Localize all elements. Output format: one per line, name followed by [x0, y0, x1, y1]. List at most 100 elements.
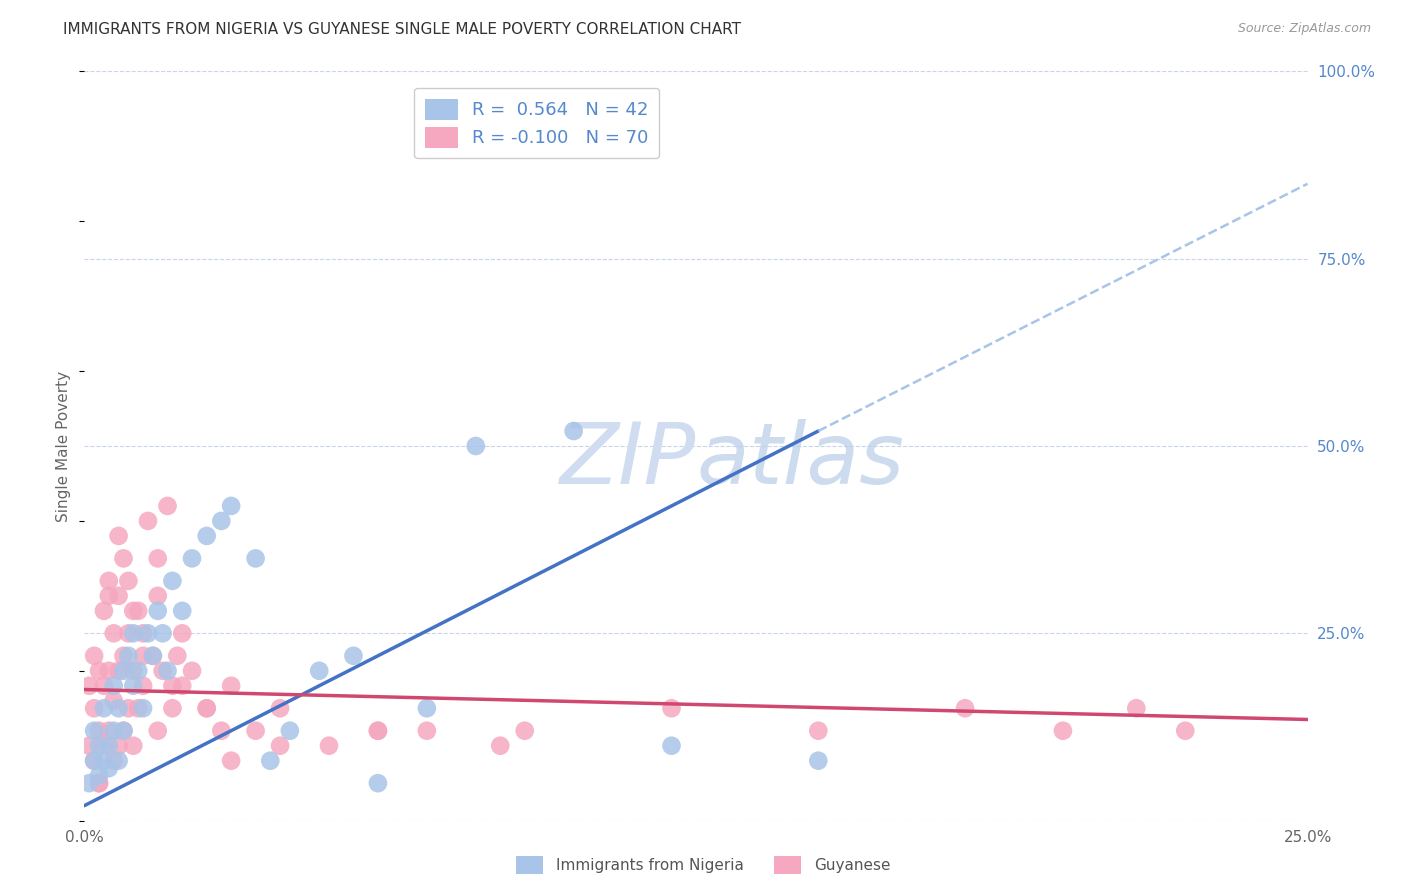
Text: IMMIGRANTS FROM NIGERIA VS GUYANESE SINGLE MALE POVERTY CORRELATION CHART: IMMIGRANTS FROM NIGERIA VS GUYANESE SING… — [63, 22, 741, 37]
Point — [1174, 723, 1197, 738]
Point — [1125, 701, 1147, 715]
Point — [807, 723, 830, 738]
Point — [97, 589, 120, 603]
Point — [107, 529, 129, 543]
Point — [117, 701, 139, 715]
Point — [136, 514, 159, 528]
Point — [195, 529, 218, 543]
Point — [97, 739, 120, 753]
Legend: R =  0.564   N = 42, R = -0.100   N = 70: R = 0.564 N = 42, R = -0.100 N = 70 — [415, 88, 659, 159]
Point — [162, 701, 184, 715]
Point — [103, 723, 125, 738]
Point — [342, 648, 364, 663]
Point — [93, 679, 115, 693]
Y-axis label: Single Male Poverty: Single Male Poverty — [56, 370, 72, 522]
Point — [93, 604, 115, 618]
Point — [87, 776, 110, 790]
Point — [367, 723, 389, 738]
Point — [219, 679, 242, 693]
Point — [146, 589, 169, 603]
Point — [152, 664, 174, 678]
Point — [195, 701, 218, 715]
Point — [807, 754, 830, 768]
Point — [83, 648, 105, 663]
Point — [103, 679, 125, 693]
Point — [127, 604, 149, 618]
Point — [122, 679, 145, 693]
Point — [117, 626, 139, 640]
Point — [97, 761, 120, 775]
Text: atlas: atlas — [696, 419, 904, 502]
Point — [132, 648, 155, 663]
Point — [464, 439, 486, 453]
Point — [77, 739, 100, 753]
Point — [513, 723, 536, 738]
Point — [107, 754, 129, 768]
Point — [172, 679, 194, 693]
Point — [107, 739, 129, 753]
Point — [172, 604, 194, 618]
Point — [127, 664, 149, 678]
Point — [87, 769, 110, 783]
Point — [112, 648, 135, 663]
Point — [127, 701, 149, 715]
Point — [87, 664, 110, 678]
Point — [122, 739, 145, 753]
Point — [269, 739, 291, 753]
Point — [97, 574, 120, 588]
Point — [132, 679, 155, 693]
Point — [107, 701, 129, 715]
Point — [181, 664, 204, 678]
Point — [83, 701, 105, 715]
Point — [219, 499, 242, 513]
Point — [77, 776, 100, 790]
Point — [87, 723, 110, 738]
Point — [245, 723, 267, 738]
Text: ZIP: ZIP — [560, 419, 696, 502]
Point — [103, 754, 125, 768]
Text: Source: ZipAtlas.com: Source: ZipAtlas.com — [1237, 22, 1371, 36]
Point — [209, 514, 232, 528]
Point — [87, 776, 110, 790]
Point — [152, 626, 174, 640]
Legend: Immigrants from Nigeria, Guyanese: Immigrants from Nigeria, Guyanese — [510, 850, 896, 880]
Point — [107, 664, 129, 678]
Point — [83, 754, 105, 768]
Point — [245, 551, 267, 566]
Point — [142, 648, 165, 663]
Point — [953, 701, 976, 715]
Point — [142, 648, 165, 663]
Point — [219, 754, 242, 768]
Point — [318, 739, 340, 753]
Point — [181, 551, 204, 566]
Point — [97, 664, 120, 678]
Point — [209, 723, 232, 738]
Point — [112, 664, 135, 678]
Point — [146, 723, 169, 738]
Point — [93, 739, 115, 753]
Point — [87, 739, 110, 753]
Point — [308, 664, 330, 678]
Point — [117, 574, 139, 588]
Point — [162, 574, 184, 588]
Point — [416, 701, 439, 715]
Point — [122, 626, 145, 640]
Point — [97, 723, 120, 738]
Point — [103, 694, 125, 708]
Point — [107, 589, 129, 603]
Point — [122, 604, 145, 618]
Point — [661, 701, 683, 715]
Point — [112, 723, 135, 738]
Point — [416, 723, 439, 738]
Point — [562, 424, 585, 438]
Point — [132, 626, 155, 640]
Point — [259, 754, 281, 768]
Point — [146, 551, 169, 566]
Point — [195, 701, 218, 715]
Point — [93, 754, 115, 768]
Point — [136, 626, 159, 640]
Point — [146, 604, 169, 618]
Point — [278, 723, 301, 738]
Point — [112, 551, 135, 566]
Point — [489, 739, 512, 753]
